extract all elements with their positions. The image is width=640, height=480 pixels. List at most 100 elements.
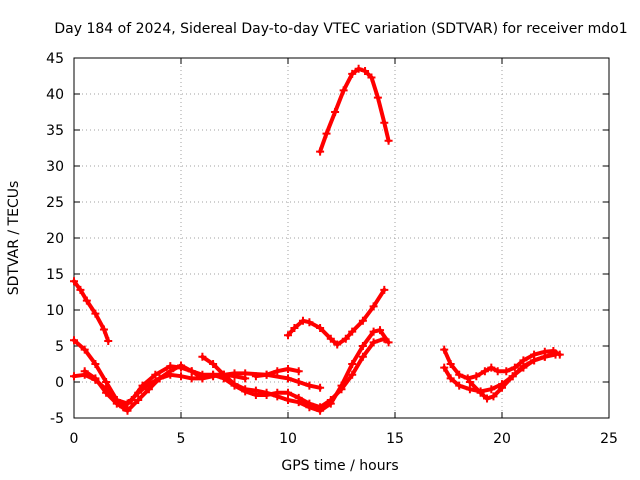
series-arc-d	[80, 361, 207, 415]
series-arc-a	[70, 277, 113, 345]
series-arc-h	[284, 285, 389, 349]
y-tick-label: 15	[46, 267, 64, 283]
y-tick-label: 30	[46, 159, 64, 175]
data-point	[465, 378, 474, 386]
series-trace	[318, 66, 391, 154]
data-point	[348, 69, 357, 78]
data-point	[358, 342, 367, 350]
data-point	[284, 374, 292, 383]
data-point	[166, 367, 175, 376]
series-trace	[467, 351, 558, 401]
x-tick-label: 15	[386, 431, 404, 447]
data-point	[102, 378, 111, 386]
data-point	[384, 136, 393, 145]
data-point	[361, 66, 370, 75]
data-point	[369, 302, 378, 311]
x-tick-label: 0	[70, 431, 79, 447]
data-point	[305, 318, 314, 327]
y-tick-label: 20	[46, 231, 64, 247]
x-tick-label: 25	[600, 431, 618, 447]
data-point	[316, 147, 325, 156]
data-point	[487, 385, 496, 394]
data-point	[198, 352, 207, 361]
data-point	[76, 285, 85, 294]
data-point	[369, 338, 378, 347]
data-point	[339, 86, 348, 95]
y-tick-label: 5	[55, 339, 64, 355]
data-point	[284, 388, 292, 397]
data-point	[284, 331, 292, 340]
data-point	[123, 399, 132, 408]
data-point	[284, 396, 292, 404]
data-point	[348, 370, 357, 379]
data-point	[480, 367, 489, 376]
data-point	[230, 369, 239, 378]
data-point	[177, 372, 185, 381]
data-point	[510, 363, 519, 372]
y-tick-label: 35	[46, 123, 64, 139]
data-point	[80, 345, 89, 354]
data-point	[358, 352, 367, 361]
data-point	[305, 399, 314, 408]
data-point	[290, 324, 299, 332]
data-point	[151, 370, 160, 379]
data-point	[187, 367, 196, 376]
y-tick-label: 0	[55, 375, 64, 391]
data-point	[209, 360, 218, 368]
data-series	[70, 64, 564, 415]
data-point	[508, 372, 517, 381]
data-point	[134, 388, 143, 397]
data-point	[155, 374, 164, 383]
data-point	[294, 393, 303, 402]
series-arc-j	[440, 345, 564, 383]
data-point	[273, 367, 282, 376]
data-point	[472, 372, 481, 381]
data-point	[316, 403, 325, 412]
data-point	[455, 370, 464, 379]
data-point	[326, 334, 335, 343]
y-tick-label: -5	[50, 411, 64, 427]
data-point	[187, 374, 196, 383]
data-point	[298, 316, 307, 325]
data-point	[367, 73, 376, 82]
data-point	[373, 93, 382, 102]
data-point	[241, 369, 250, 378]
data-point	[251, 390, 260, 399]
data-point	[316, 383, 325, 392]
data-point	[305, 381, 314, 390]
data-point	[316, 324, 325, 332]
data-point	[209, 370, 218, 379]
data-point	[144, 385, 153, 394]
data-point	[446, 374, 455, 383]
data-point	[530, 356, 539, 365]
data-point	[540, 352, 549, 361]
data-point	[476, 388, 485, 397]
series-trace	[286, 287, 387, 347]
data-point	[262, 390, 271, 399]
data-point	[102, 388, 111, 397]
data-point	[82, 296, 91, 305]
data-point	[354, 64, 363, 73]
data-point	[551, 349, 560, 358]
data-point	[284, 365, 292, 374]
x-tick-label: 20	[493, 431, 511, 447]
series-arc-i	[316, 64, 393, 156]
series-arc-g	[251, 365, 303, 381]
data-point	[440, 363, 449, 372]
data-point	[91, 360, 100, 368]
data-point	[112, 399, 121, 408]
chart-title: Day 184 of 2024, Sidereal Day-to-day VTE…	[54, 21, 627, 37]
data-point	[251, 372, 260, 381]
data-point	[380, 118, 389, 127]
y-tick-label: 10	[46, 303, 64, 319]
data-point	[440, 345, 449, 354]
series-trace	[72, 371, 323, 406]
data-point	[348, 360, 357, 368]
data-point	[376, 326, 385, 335]
data-point	[198, 374, 207, 383]
data-point	[384, 338, 393, 347]
data-point	[294, 378, 303, 386]
data-point	[104, 336, 113, 345]
data-point	[134, 396, 143, 404]
axis-ticks: 0 5 10 15 20 25 -5 0 5 10 15 20 25 30 35 40 45	[46, 51, 618, 447]
